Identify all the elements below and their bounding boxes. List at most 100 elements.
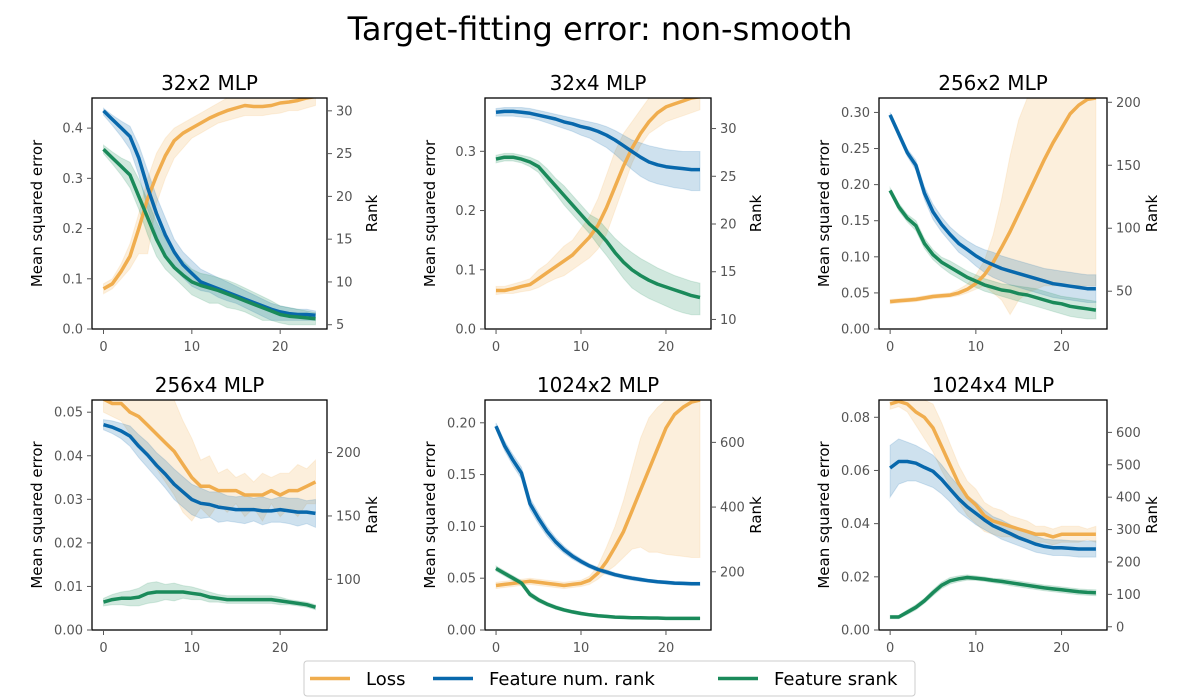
y-tick-label: 0.1 bbox=[62, 272, 83, 287]
x-tick-label: 0 bbox=[886, 641, 894, 656]
y2-tick-label: 5 bbox=[336, 318, 344, 333]
series-line-1 bbox=[494, 425, 700, 586]
panel-title: 1024x2 MLP bbox=[537, 373, 659, 397]
y2-tick-label: 25 bbox=[720, 170, 737, 185]
y2-tick-label: 10 bbox=[720, 313, 737, 328]
series-line-0 bbox=[102, 98, 316, 291]
panel-4: 0 10 20 0.00 0.01 0.02 0.03 0.04 0.05 100 150 200 25… bbox=[28, 373, 381, 656]
x-tick-label: 10 bbox=[184, 641, 201, 656]
y2-tick-label: 30 bbox=[720, 122, 737, 137]
plot-area bbox=[495, 98, 701, 316]
y-tick-label: 0.04 bbox=[841, 517, 870, 532]
y-tick-label: 0.3 bbox=[62, 172, 83, 187]
series-line-0 bbox=[496, 98, 701, 293]
y2-axis-label: Rank bbox=[1143, 496, 1161, 534]
series-line-0 bbox=[495, 400, 701, 588]
legend-label: Loss bbox=[366, 669, 405, 690]
band-1 bbox=[495, 107, 701, 192]
y-tick-label: 0.00 bbox=[54, 624, 83, 639]
y2-tick-label: 150 bbox=[1116, 159, 1141, 174]
panel-1: 0 10 20 0.0 0.1 0.2 0.3 0.4 5 10 15 20 25 30 32x2 MLP M… bbox=[28, 71, 381, 355]
y-tick-label: 0.1 bbox=[455, 263, 476, 278]
series-line-2 bbox=[495, 566, 700, 621]
band-0 bbox=[889, 98, 1097, 316]
y-tick-label: 0.30 bbox=[841, 106, 870, 121]
x-tick-label: 10 bbox=[573, 340, 590, 355]
y2-tick-label: 200 bbox=[1116, 555, 1141, 570]
y2-tick-label: 100 bbox=[336, 573, 361, 588]
y-tick-label: 0.15 bbox=[841, 214, 870, 229]
series-line-1 bbox=[889, 459, 1096, 551]
plot-area bbox=[102, 400, 317, 611]
x-tick-label: 10 bbox=[968, 340, 985, 355]
y2-tick-label: 0 bbox=[1116, 620, 1124, 635]
plot-area bbox=[889, 400, 1097, 620]
y-axis-label: Mean squared error bbox=[28, 139, 46, 287]
y-tick-label: 0.01 bbox=[54, 580, 83, 595]
series-line-1 bbox=[495, 109, 700, 172]
series-line-2 bbox=[890, 575, 1096, 619]
x-tick-label: 20 bbox=[272, 340, 289, 355]
y2-tick-label: 15 bbox=[720, 265, 737, 280]
y2-axis-label: Rank bbox=[747, 194, 765, 232]
y2-tick-label: 100 bbox=[1116, 588, 1141, 603]
y-tick-label: 0.03 bbox=[54, 493, 83, 508]
y-tick-label: 0.05 bbox=[841, 286, 870, 301]
panel-3: 0 10 20 0.00 0.05 0.10 0.15 0.20 0.25 0.30 50 100 15… bbox=[815, 71, 1161, 355]
x-tick-label: 20 bbox=[1053, 340, 1070, 355]
series-line-2 bbox=[888, 189, 1097, 312]
axes-frame bbox=[91, 97, 328, 330]
x-tick-label: 10 bbox=[968, 641, 985, 656]
y2-tick-label: 300 bbox=[1116, 523, 1141, 538]
y2-tick-label: 500 bbox=[1116, 458, 1141, 473]
x-tick-label: 0 bbox=[886, 340, 894, 355]
y-tick-label: 0.3 bbox=[455, 145, 476, 160]
axes-frame bbox=[484, 97, 712, 330]
axes-frame bbox=[878, 97, 1108, 330]
panel-title: 256x4 MLP bbox=[155, 373, 265, 397]
y-tick-label: 0.08 bbox=[841, 411, 870, 426]
y-tick-label: 0.20 bbox=[841, 178, 870, 193]
y2-tick-label: 200 bbox=[1116, 96, 1141, 111]
y-tick-label: 0.4 bbox=[62, 122, 83, 137]
band-0 bbox=[495, 98, 701, 296]
y2-tick-label: 200 bbox=[336, 446, 361, 461]
y-tick-label: 0.02 bbox=[841, 570, 870, 585]
series-line-2 bbox=[102, 148, 316, 321]
panel-title: 32x4 MLP bbox=[550, 71, 647, 95]
y-tick-label: 0.05 bbox=[54, 406, 83, 421]
y-tick-label: 0.0 bbox=[62, 323, 83, 338]
y-tick-label: 0.10 bbox=[841, 250, 870, 265]
y-tick-label: 0.10 bbox=[447, 520, 476, 535]
y-tick-label: 0.04 bbox=[54, 449, 83, 464]
y-tick-label: 0.0 bbox=[455, 323, 476, 338]
y-axis-label: Mean squared error bbox=[815, 139, 833, 287]
axes-frame bbox=[878, 399, 1108, 631]
y2-tick-label: 50 bbox=[1116, 285, 1133, 300]
panels: 0 10 20 0.0 0.1 0.2 0.3 0.4 5 10 15 20 25 30 32x2 MLP M… bbox=[28, 71, 1161, 656]
plot-area bbox=[494, 400, 701, 621]
y-tick-label: 0.00 bbox=[447, 624, 476, 639]
panel-6: 0 10 20 0.00 0.02 0.04 0.06 0.08 0 100 200 300 400 50… bbox=[815, 373, 1161, 656]
axes-frame bbox=[91, 399, 328, 631]
y2-tick-label: 200 bbox=[720, 565, 745, 580]
y-tick-label: 0.06 bbox=[841, 464, 870, 479]
y-axis-label: Mean squared error bbox=[815, 440, 833, 588]
panel-5: 0 10 20 0.00 0.05 0.10 0.15 0.20 200 400 600 1024x2… bbox=[421, 373, 765, 656]
y2-tick-label: 150 bbox=[336, 509, 361, 524]
series-line-1 bbox=[102, 109, 316, 318]
axes-frame bbox=[484, 399, 712, 631]
legend: Loss Feature num. rank Feature srank bbox=[303, 660, 916, 697]
series-line-0 bbox=[102, 400, 317, 497]
x-tick-label: 20 bbox=[658, 340, 675, 355]
legend-label: Feature srank bbox=[774, 669, 898, 690]
y-tick-label: 0.15 bbox=[447, 468, 476, 483]
y2-tick-label: 100 bbox=[1116, 222, 1141, 237]
series-line-2 bbox=[103, 590, 316, 609]
x-tick-label: 0 bbox=[492, 641, 500, 656]
band-0 bbox=[495, 400, 701, 590]
y-tick-label: 0.2 bbox=[62, 222, 83, 237]
legend-label: Feature num. rank bbox=[489, 669, 655, 690]
x-tick-label: 20 bbox=[1053, 641, 1070, 656]
